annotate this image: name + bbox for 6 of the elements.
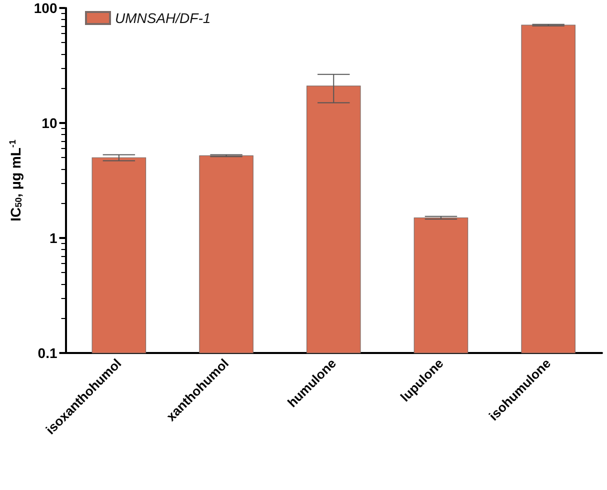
y-tick-label: 10 xyxy=(42,115,58,131)
y-tick-label: 1 xyxy=(49,230,58,246)
y-tick-label: 100 xyxy=(34,0,58,16)
y-axis-title: IC50, μg mL-1 xyxy=(8,140,24,222)
y-tick-label: 0.1 xyxy=(38,345,58,361)
legend-label: UMNSAH/DF-1 xyxy=(115,10,211,26)
